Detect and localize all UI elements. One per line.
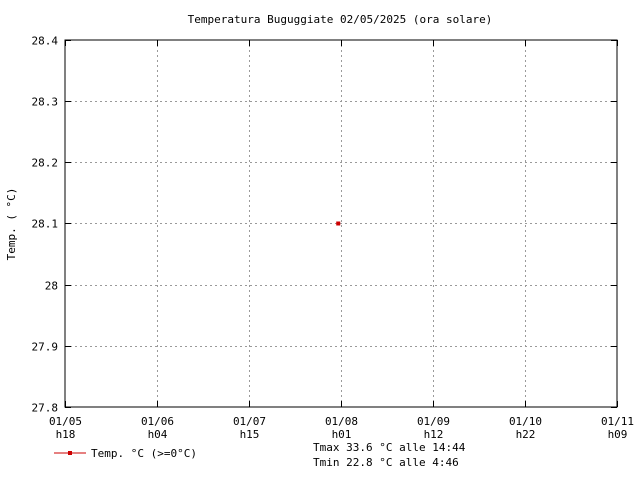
y-tick-label: 27.8 [32, 402, 59, 415]
x-tick-date-label: 01/09 [417, 415, 450, 428]
legend: Temp. °C (>=0°C) [54, 447, 197, 460]
grid-lines [65, 40, 617, 407]
y-tick-label: 28.4 [32, 35, 59, 48]
x-tick-hour-label: h22 [516, 428, 536, 441]
legend-label: Temp. °C (>=0°C) [91, 447, 197, 460]
y-tick-label: 28.3 [32, 96, 59, 109]
tmax-text: Tmax 33.6 °C alle 14:44 [313, 441, 466, 454]
x-tick-date-label: 01/06 [141, 415, 174, 428]
legend-marker [68, 451, 72, 455]
x-tick-hour-label: h15 [240, 428, 260, 441]
x-tick-date-label: 01/10 [509, 415, 542, 428]
y-tick-label: 28 [45, 280, 58, 293]
x-tick-hour-label: h04 [148, 428, 168, 441]
x-tick-date-label: 01/11 [601, 415, 634, 428]
y-tick-label: 27.9 [32, 341, 59, 354]
chart-title: Temperatura Buguggiate 02/05/2025 (ora s… [188, 13, 493, 26]
y-tick-label: 28.2 [32, 157, 59, 170]
data-points [336, 221, 341, 226]
y-tick-label: 28.1 [32, 218, 59, 231]
y-axis: 27.8 27.9 28 28.1 28.2 28.3 28.4 [32, 35, 617, 415]
x-tick-date-label: 01/08 [325, 415, 358, 428]
data-point [336, 221, 341, 226]
x-tick-hour-label: h01 [332, 428, 352, 441]
x-tick-hour-label: h12 [424, 428, 444, 441]
tmin-text: Tmin 22.8 °C alle 4:46 [313, 456, 459, 469]
x-tick-date-label: 01/07 [233, 415, 266, 428]
x-tick-hour-label: h09 [608, 428, 628, 441]
x-tick-date-label: 01/05 [49, 415, 82, 428]
x-tick-hour-label: h18 [56, 428, 76, 441]
y-axis-label: Temp. ( °C) [5, 188, 18, 261]
